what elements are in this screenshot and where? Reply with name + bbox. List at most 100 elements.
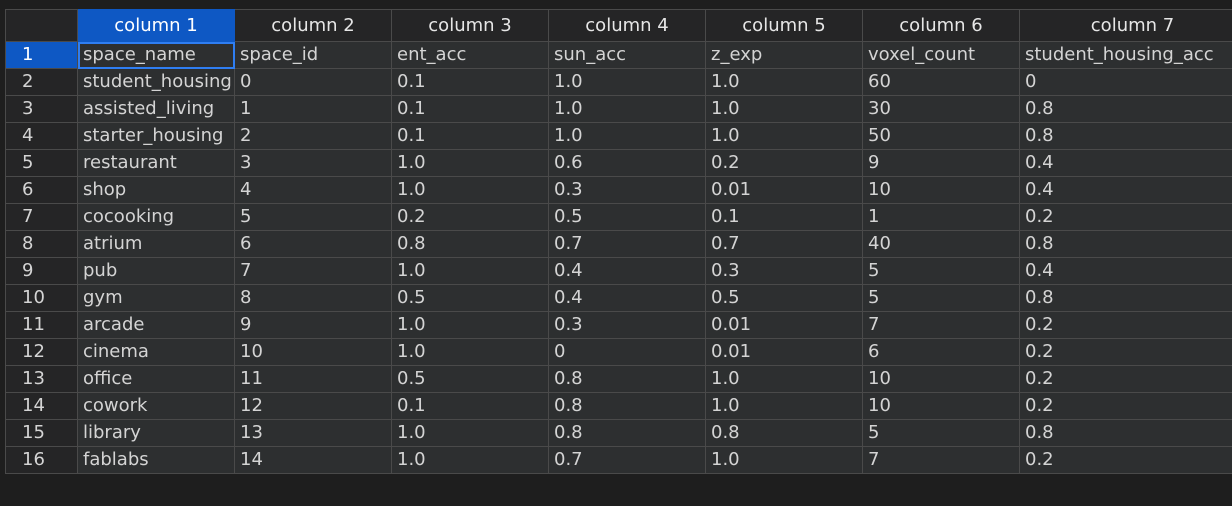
table-cell[interactable]: 1.0 [705,68,863,96]
table-cell[interactable]: 0.4 [1019,149,1232,177]
table-cell[interactable]: 1.0 [705,392,863,420]
table-cell[interactable]: assisted_living [77,95,235,123]
table-cell[interactable]: 1.0 [391,311,549,339]
table-cell[interactable]: 0.1 [391,392,549,420]
table-cell[interactable]: 1.0 [391,176,549,204]
table-cell[interactable]: 0.5 [391,284,549,312]
table-cell[interactable]: 40 [862,230,1020,258]
table-cell[interactable]: 0 [1019,68,1232,96]
table-cell[interactable]: 12 [234,392,392,420]
table-cell[interactable]: 0.1 [705,203,863,231]
table-cell[interactable]: 0.5 [548,203,706,231]
row-number[interactable]: 11 [5,311,78,339]
table-cell[interactable]: 0.1 [391,122,549,150]
table-cell[interactable]: 0.8 [1019,230,1232,258]
table-cell[interactable]: 4 [234,176,392,204]
table-cell[interactable]: 60 [862,68,1020,96]
table-cell[interactable]: 0.8 [1019,419,1232,447]
table-cell[interactable]: restaurant [77,149,235,177]
table-cell[interactable]: student_housing_acc [1019,41,1232,69]
row-number[interactable]: 13 [5,365,78,393]
row-number[interactable]: 7 [5,203,78,231]
table-cell[interactable]: 0.4 [1019,257,1232,285]
table-cell[interactable]: 5 [862,284,1020,312]
table-cell[interactable]: 0.2 [705,149,863,177]
table-cell[interactable]: 1.0 [391,419,549,447]
table-cell[interactable]: shop [77,176,235,204]
table-cell[interactable]: 0.2 [391,203,549,231]
table-cell[interactable]: sun_acc [548,41,706,69]
row-number[interactable]: 10 [5,284,78,312]
table-cell[interactable]: 0.2 [1019,203,1232,231]
column-header-1[interactable]: column 1 [77,9,235,42]
table-cell[interactable]: 0.3 [548,176,706,204]
table-cell[interactable]: 9 [234,311,392,339]
row-number[interactable]: 6 [5,176,78,204]
table-cell[interactable]: 0.5 [705,284,863,312]
table-cell[interactable]: 7 [234,257,392,285]
table-cell[interactable]: gym [77,284,235,312]
table-cell[interactable]: 0.8 [1019,284,1232,312]
table-cell[interactable]: 1.0 [391,149,549,177]
table-cell[interactable]: 11 [234,365,392,393]
select-all-corner[interactable] [5,9,78,42]
table-cell[interactable]: 0.4 [1019,176,1232,204]
table-cell[interactable]: 0.4 [548,284,706,312]
table-cell[interactable]: 2 [234,122,392,150]
table-cell[interactable]: 0.1 [391,95,549,123]
active-cell[interactable]: space_name [77,41,235,69]
table-cell[interactable]: 0.8 [548,392,706,420]
table-cell[interactable]: 1.0 [548,122,706,150]
table-cell[interactable]: 1 [234,95,392,123]
column-header-4[interactable]: column 4 [548,9,706,42]
table-cell[interactable]: 1.0 [705,122,863,150]
column-header-5[interactable]: column 5 [705,9,863,42]
row-number[interactable]: 1 [5,41,78,69]
row-number[interactable]: 9 [5,257,78,285]
table-cell[interactable]: 9 [862,149,1020,177]
table-cell[interactable]: 0.8 [1019,122,1232,150]
table-cell[interactable]: 1.0 [705,365,863,393]
table-cell[interactable]: z_exp [705,41,863,69]
table-cell[interactable]: 0.8 [548,419,706,447]
row-number[interactable]: 5 [5,149,78,177]
table-cell[interactable]: 0.3 [548,311,706,339]
row-number[interactable]: 2 [5,68,78,96]
table-cell[interactable]: fablabs [77,446,235,474]
table-cell[interactable]: 0.2 [1019,311,1232,339]
table-cell[interactable]: 10 [234,338,392,366]
table-cell[interactable]: cinema [77,338,235,366]
table-cell[interactable]: 0 [234,68,392,96]
table-cell[interactable]: 0.2 [1019,446,1232,474]
table-cell[interactable]: 1.0 [548,95,706,123]
table-cell[interactable]: 0.1 [391,68,549,96]
table-cell[interactable]: 1.0 [548,68,706,96]
table-cell[interactable]: 0.4 [548,257,706,285]
table-cell[interactable]: voxel_count [862,41,1020,69]
table-cell[interactable]: 0 [548,338,706,366]
table-cell[interactable]: 1.0 [391,257,549,285]
row-number[interactable]: 12 [5,338,78,366]
table-cell[interactable]: 0.7 [548,446,706,474]
column-header-2[interactable]: column 2 [234,9,392,42]
row-number[interactable]: 14 [5,392,78,420]
table-cell[interactable]: library [77,419,235,447]
table-cell[interactable]: ent_acc [391,41,549,69]
table-cell[interactable]: starter_housing [77,122,235,150]
table-cell[interactable]: 0.2 [1019,365,1232,393]
table-cell[interactable]: 5 [862,257,1020,285]
table-cell[interactable]: 7 [862,311,1020,339]
table-cell[interactable]: 10 [862,392,1020,420]
table-cell[interactable]: 0.6 [548,149,706,177]
table-cell[interactable]: arcade [77,311,235,339]
table-cell[interactable]: 1.0 [391,446,549,474]
column-header-3[interactable]: column 3 [391,9,549,42]
table-cell[interactable]: 50 [862,122,1020,150]
table-cell[interactable]: student_housing [77,68,235,96]
column-header-6[interactable]: column 6 [862,9,1020,42]
table-cell[interactable]: atrium [77,230,235,258]
table-cell[interactable]: 3 [234,149,392,177]
table-cell[interactable]: 6 [862,338,1020,366]
table-cell[interactable]: 0.01 [705,338,863,366]
table-cell[interactable]: 1 [862,203,1020,231]
